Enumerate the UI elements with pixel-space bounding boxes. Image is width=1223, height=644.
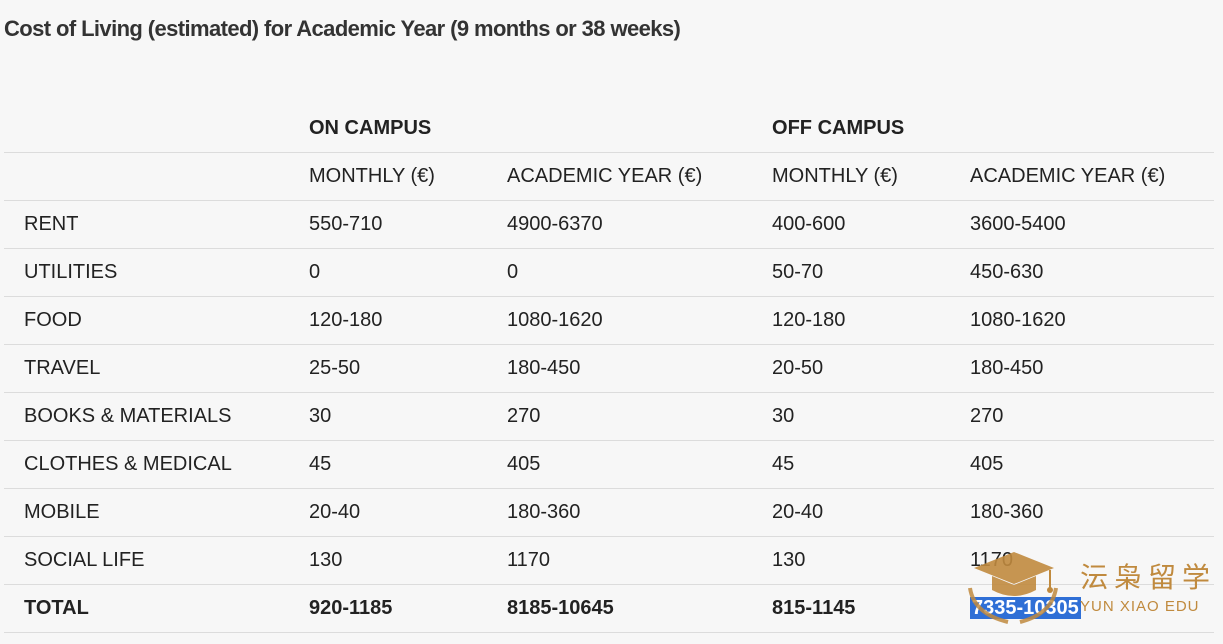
table-cell: 1080-1620	[507, 296, 773, 345]
table-row: UTILITIES 0 0 50-70 450-630	[4, 248, 1215, 297]
table-cell: 120-180	[309, 296, 507, 345]
group-header-row: ON CAMPUS OFF CAMPUS	[4, 104, 1215, 153]
column-header-row: MONTHLY (€) ACADEMIC YEAR (€) MONTHLY (€…	[4, 152, 1215, 201]
table-cell: 180-450	[507, 344, 773, 393]
table-cell: 20-50	[772, 344, 971, 393]
table-row: BOOKS & MATERIALS 30 270 30 270	[4, 392, 1215, 441]
table-cell: 0	[309, 248, 507, 297]
column-header: ACADEMIC YEAR (€)	[507, 152, 773, 201]
row-label: UTILITIES	[4, 248, 309, 297]
cost-of-living-table: ON CAMPUS OFF CAMPUS MONTHLY (€) ACADEMI…	[4, 104, 1215, 633]
table-cell: 1170	[507, 536, 773, 585]
table-cell: 50-70	[772, 248, 971, 297]
table-cell: 180-360	[970, 488, 1215, 537]
row-label: SOCIAL LIFE	[4, 536, 309, 585]
table-cell: 400-600	[772, 200, 971, 249]
table-cell: 405	[970, 440, 1215, 489]
table-cell: 550-710	[309, 200, 507, 249]
column-header: MONTHLY (€)	[772, 152, 971, 201]
table-cell: 45	[772, 440, 971, 489]
table-cell: 20-40	[309, 488, 507, 537]
table-cell: 120-180	[772, 296, 971, 345]
table-row: MOBILE 20-40 180-360 20-40 180-360	[4, 488, 1215, 537]
group-header-on-campus: ON CAMPUS	[309, 104, 773, 153]
table-cell: 25-50	[309, 344, 507, 393]
page-title: Cost of Living (estimated) for Academic …	[4, 16, 681, 41]
row-label: TOTAL	[4, 584, 309, 633]
table-cell: 130	[772, 536, 971, 585]
table-cell: 30	[309, 392, 507, 441]
table-cell: 920-1185	[309, 584, 507, 633]
table-cell: 130	[309, 536, 507, 585]
table-cell: 815-1145	[772, 584, 971, 633]
row-label: FOOD	[4, 296, 309, 345]
total-row: TOTAL 920-1185 8185-10645 815-1145 7335-…	[4, 584, 1215, 633]
table-cell: 4900-6370	[507, 200, 773, 249]
table-cell: 8185-10645	[507, 584, 773, 633]
table-row: CLOTHES & MEDICAL 45 405 45 405	[4, 440, 1215, 489]
empty-header-cell	[4, 152, 309, 201]
table-cell: 270	[970, 392, 1215, 441]
table-cell: 1170	[970, 536, 1215, 585]
table-cell: 1080-1620	[970, 296, 1215, 345]
table-cell: 450-630	[970, 248, 1215, 297]
table-row: FOOD 120-180 1080-1620 120-180 1080-1620	[4, 296, 1215, 345]
row-label: RENT	[4, 200, 309, 249]
table-cell-selected[interactable]: 7335-10305	[970, 584, 1215, 633]
table-cell: 30	[772, 392, 971, 441]
table-cell: 270	[507, 392, 773, 441]
table-row: SOCIAL LIFE 130 1170 130 1170	[4, 536, 1215, 585]
table-cell: 20-40	[772, 488, 971, 537]
table-cell: 45	[309, 440, 507, 489]
empty-header-cell	[4, 104, 309, 153]
group-header-off-campus: OFF CAMPUS	[772, 104, 1215, 153]
table-row: RENT 550-710 4900-6370 400-600 3600-5400	[4, 200, 1215, 249]
row-label: BOOKS & MATERIALS	[4, 392, 309, 441]
row-label: TRAVEL	[4, 344, 309, 393]
selected-text[interactable]: 7335-10305	[970, 597, 1081, 619]
table-cell: 180-360	[507, 488, 773, 537]
table-cell: 0	[507, 248, 773, 297]
table-row: TRAVEL 25-50 180-450 20-50 180-450	[4, 344, 1215, 393]
row-label: MOBILE	[4, 488, 309, 537]
column-header: MONTHLY (€)	[309, 152, 507, 201]
row-label: CLOTHES & MEDICAL	[4, 440, 309, 489]
table-cell: 180-450	[970, 344, 1215, 393]
column-header: ACADEMIC YEAR (€)	[970, 152, 1215, 201]
table-cell: 3600-5400	[970, 200, 1215, 249]
table-cell: 405	[507, 440, 773, 489]
